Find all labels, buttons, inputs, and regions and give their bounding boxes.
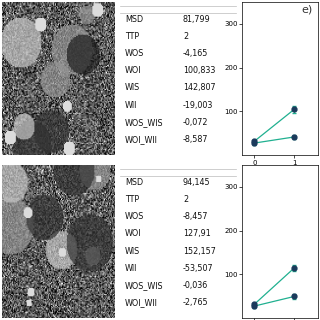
Text: 81,799: 81,799 [183, 15, 211, 24]
Text: -0,036: -0,036 [183, 281, 208, 290]
Text: 127,91: 127,91 [183, 229, 211, 238]
Text: e): e) [301, 5, 312, 15]
Text: TTP: TTP [125, 195, 139, 204]
Text: WOS_WIS: WOS_WIS [125, 281, 164, 290]
Text: WOS: WOS [125, 49, 144, 58]
Text: -19,003: -19,003 [183, 101, 213, 110]
Text: MSD: MSD [125, 178, 143, 187]
Text: WOS_WIS: WOS_WIS [125, 118, 164, 127]
Text: -0,072: -0,072 [183, 118, 208, 127]
Text: 94,145: 94,145 [183, 178, 211, 187]
Text: WII: WII [125, 264, 137, 273]
Text: WOI: WOI [125, 66, 141, 75]
Text: WII: WII [125, 101, 137, 110]
Text: WOI_WII: WOI_WII [125, 298, 158, 307]
Text: 100,833: 100,833 [183, 66, 215, 75]
Text: -8,587: -8,587 [183, 135, 208, 144]
Text: -4,165: -4,165 [183, 49, 208, 58]
Text: WOS: WOS [125, 212, 144, 221]
Text: 2: 2 [183, 32, 188, 41]
Text: WOI_WII: WOI_WII [125, 135, 158, 144]
Text: WIS: WIS [125, 84, 140, 92]
Text: WOI: WOI [125, 229, 141, 238]
Text: 152,157: 152,157 [183, 246, 216, 255]
Text: MSD: MSD [125, 15, 143, 24]
Text: 2: 2 [183, 195, 188, 204]
Text: TTP: TTP [125, 32, 139, 41]
Text: 142,807: 142,807 [183, 84, 216, 92]
Text: -2,765: -2,765 [183, 298, 209, 307]
Text: -53,507: -53,507 [183, 264, 213, 273]
Text: -8,457: -8,457 [183, 212, 208, 221]
Text: WIS: WIS [125, 246, 140, 255]
